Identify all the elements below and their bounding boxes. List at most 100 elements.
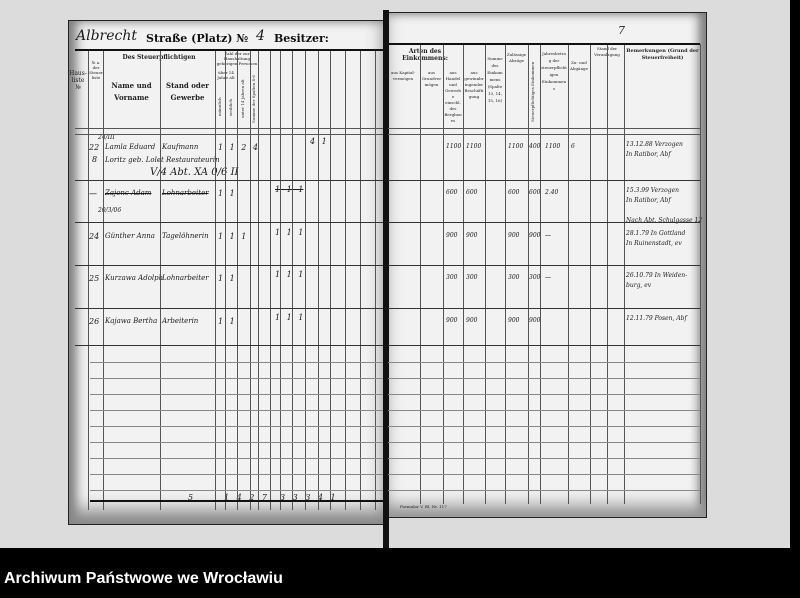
grid-line-vertical	[258, 50, 259, 510]
page-mark: 7	[618, 24, 625, 37]
grid-line-vertical	[375, 50, 376, 510]
grid-line-vertical	[540, 44, 541, 504]
printer-mark: Formular V. Bl. Nr. 117	[400, 504, 447, 509]
grid-line-vertical	[463, 44, 464, 504]
row-number: 22	[89, 143, 100, 152]
taxpayer-name: Zajonc Adam	[105, 189, 152, 197]
income-value: 900	[446, 317, 458, 324]
row-divider	[75, 308, 383, 309]
house-number: 4	[256, 28, 265, 44]
col-house-list: Haus-liste №	[69, 70, 87, 91]
income-value: 600	[466, 189, 478, 196]
scan-edge	[790, 0, 800, 548]
extra-counts: 1 1 1	[275, 313, 304, 322]
remark-text: In Ruinenstadt, ev	[626, 240, 682, 247]
remark-text: 13.12.88 Verzogen	[626, 141, 683, 148]
grid-line-vertical	[345, 50, 346, 510]
grid-line-horizontal	[90, 394, 383, 395]
remark-text: 28.1.79 In Gottland	[626, 230, 686, 237]
remark-text: burg, ev	[626, 282, 652, 289]
row-divider	[388, 222, 700, 223]
grid-line-horizontal	[90, 378, 383, 379]
taxpayer-occupation: Lohnarbeiter	[162, 189, 209, 197]
taxpayer-name: Kurzawa Adolph	[105, 274, 164, 282]
household-counts: 1 1	[218, 317, 235, 326]
grid-line-horizontal	[388, 442, 700, 443]
col-total: Summe der Spalten 4-6	[251, 75, 256, 123]
grid-line-horizontal	[388, 490, 700, 491]
grid-line-horizontal	[90, 426, 383, 427]
col-assessment: Stand der Veranlagung	[594, 46, 620, 57]
header-rule	[388, 43, 700, 45]
taxpayer-name: Günther Anna	[105, 232, 155, 240]
grid-line-vertical	[250, 50, 251, 510]
grid-line-horizontal	[90, 474, 383, 475]
income-value: 2.40	[545, 189, 559, 196]
annotation: V/4 Abt. XA 0/6 II	[150, 167, 239, 178]
grid-line-horizontal	[90, 458, 383, 459]
taxpayer-occupation: Lohnarbeiter	[162, 274, 209, 282]
grid-line-vertical	[443, 44, 444, 504]
grid-line-horizontal	[90, 362, 383, 363]
left-page	[68, 20, 385, 525]
income-value: 6	[571, 143, 575, 150]
income-value: —	[545, 232, 551, 239]
grid-line-vertical	[607, 44, 608, 504]
row-register: 20/3/06	[98, 207, 122, 214]
taxpayer-occupation: Kaufmann	[162, 143, 199, 151]
col-over14: über 14 Jahre alt	[217, 70, 235, 80]
income-value: 400	[529, 143, 541, 150]
income-value: 300	[508, 274, 520, 281]
grid-line-vertical	[270, 50, 271, 510]
income-value: 900	[446, 232, 458, 239]
col-income-types: Arten des Einkommens:	[402, 48, 448, 62]
income-value: 300	[446, 274, 458, 281]
col-sum: Summe des Einkommens (Spalte 13, 14, 15,…	[487, 56, 503, 103]
grid-line-horizontal	[388, 378, 700, 379]
household-counts: 1 1	[218, 274, 235, 283]
col-work: aus gewinnbringender Beschäftigung	[464, 70, 484, 99]
row-divider	[75, 180, 383, 181]
grid-line-vertical	[700, 44, 701, 504]
col-deductions: Zulässige Abzüge	[506, 52, 527, 63]
row-register: 24/III	[98, 134, 115, 141]
grid-line-vertical	[160, 50, 161, 510]
row-number: 24	[89, 232, 100, 241]
household-counts: 1 1	[218, 189, 235, 198]
income-value: 900	[466, 232, 478, 239]
grid-line-vertical	[505, 44, 506, 504]
income-value: 1100	[545, 143, 561, 150]
taxpayer-name: Kajawa Bertha	[105, 317, 158, 325]
col-trade: aus Handel und Gewerbe einschl. des Berg…	[444, 70, 462, 123]
grid-line-vertical	[305, 50, 306, 510]
row-divider	[75, 222, 383, 223]
taxpayer-line2: Loritz geb. Lolet Restaurateurin	[105, 156, 220, 164]
grid-line-vertical	[103, 50, 104, 510]
grid-line-horizontal	[388, 134, 700, 135]
street-handwritten: Albrecht	[76, 28, 138, 44]
col-remaining: Steuerpflichtiges Einkommen	[530, 61, 535, 123]
col-female: weiblich	[228, 98, 233, 116]
grid-line-vertical	[237, 50, 238, 510]
row-number: —	[89, 189, 97, 198]
income-value: 1100	[446, 143, 462, 150]
row-divider	[388, 265, 700, 266]
income-value: 600	[529, 189, 541, 196]
taxpayer-occupation: Tagelöhnerin	[162, 232, 209, 240]
row-divider	[75, 345, 383, 346]
income-value: 600	[508, 189, 520, 196]
grid-line-horizontal	[75, 128, 383, 129]
grid-line-horizontal	[388, 128, 700, 129]
grid-line-horizontal	[388, 474, 700, 475]
grid-line-vertical	[624, 44, 625, 504]
row-divider	[388, 308, 700, 309]
income-value: 300	[529, 274, 541, 281]
col-capital: aus Kapital-vermögen	[390, 70, 416, 81]
household-counts: 1 1 1	[218, 232, 247, 241]
household-counts: 1 1 2 4	[218, 143, 258, 152]
grid-line-horizontal	[90, 442, 383, 443]
col-additions: Zu- und Abgänge	[570, 60, 588, 71]
grid-line-vertical	[485, 44, 486, 504]
remark-text: In Ratibor, Abf	[626, 197, 671, 204]
row-number: 25	[89, 274, 100, 283]
